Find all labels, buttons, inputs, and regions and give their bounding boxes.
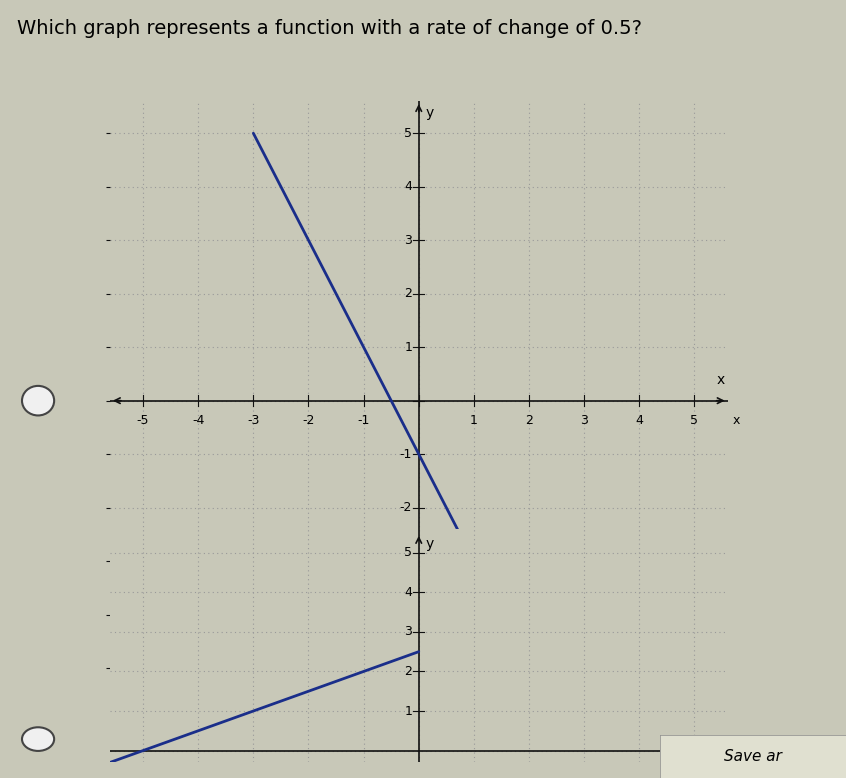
Text: 2: 2 <box>404 665 412 678</box>
Text: 5: 5 <box>404 127 412 140</box>
Text: -4: -4 <box>192 414 205 427</box>
Text: 1: 1 <box>470 414 478 427</box>
Text: -1: -1 <box>400 447 412 461</box>
Text: -3: -3 <box>400 555 412 568</box>
Text: 5: 5 <box>690 414 699 427</box>
Text: x: x <box>717 373 725 387</box>
Text: 2: 2 <box>525 414 533 427</box>
Text: x: x <box>733 414 740 427</box>
Text: Save ar: Save ar <box>724 749 782 764</box>
Text: -2: -2 <box>302 414 315 427</box>
Text: 3: 3 <box>404 626 412 639</box>
Text: -5: -5 <box>137 414 149 427</box>
Text: -1: -1 <box>358 414 370 427</box>
Text: 2: 2 <box>404 287 412 300</box>
Text: 1: 1 <box>404 705 412 717</box>
Text: -3: -3 <box>247 414 260 427</box>
Circle shape <box>22 727 54 751</box>
Text: Which graph represents a function with a rate of change of 0.5?: Which graph represents a function with a… <box>17 19 642 38</box>
Text: y: y <box>426 107 434 121</box>
Text: 4: 4 <box>404 586 412 599</box>
Text: y: y <box>426 537 434 551</box>
Text: 1: 1 <box>404 341 412 354</box>
Text: 3: 3 <box>404 233 412 247</box>
Text: 5: 5 <box>404 546 412 559</box>
Text: -4: -4 <box>400 608 412 621</box>
Text: -5: -5 <box>399 661 412 675</box>
Text: 3: 3 <box>580 414 588 427</box>
Text: 4: 4 <box>635 414 643 427</box>
Circle shape <box>22 386 54 415</box>
Text: 4: 4 <box>404 180 412 193</box>
Text: -2: -2 <box>400 501 412 514</box>
